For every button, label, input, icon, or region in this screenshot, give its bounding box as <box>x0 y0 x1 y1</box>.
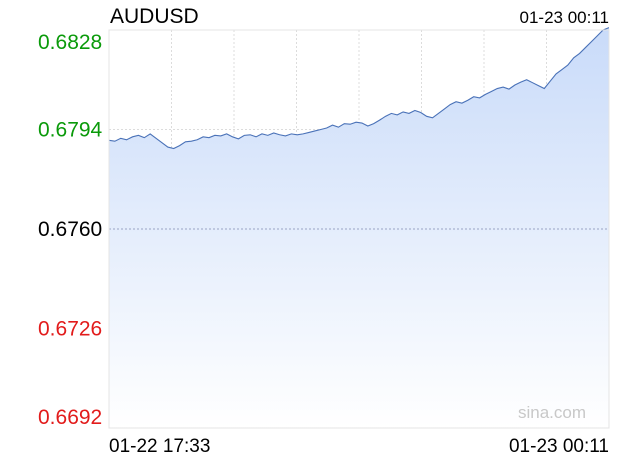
price-area-fill <box>109 27 609 428</box>
header-timestamp: 01-23 00:11 <box>520 8 609 27</box>
x-tick-label: 01-22 17:33 <box>109 436 210 457</box>
x-axis-labels: 01-22 17:33 01-23 00:11 <box>109 436 609 457</box>
y-axis-labels: 0.6828 0.6794 0.6760 0.6726 0.6692 <box>38 31 103 429</box>
watermark-text: sina.com <box>518 403 586 422</box>
chart-title: AUDUSD <box>110 5 199 28</box>
x-tick-label: 01-23 00:11 <box>509 436 609 457</box>
plot-frame <box>108 29 610 429</box>
y-tick-label: 0.6692 <box>38 406 102 429</box>
price-line <box>108 27 610 150</box>
y-tick-label: 0.6726 <box>38 318 102 341</box>
y-tick-label: 0.6828 <box>38 31 102 54</box>
y-tick-label: 0.6760 <box>38 218 102 241</box>
y-tick-label: 0.6794 <box>38 119 103 142</box>
